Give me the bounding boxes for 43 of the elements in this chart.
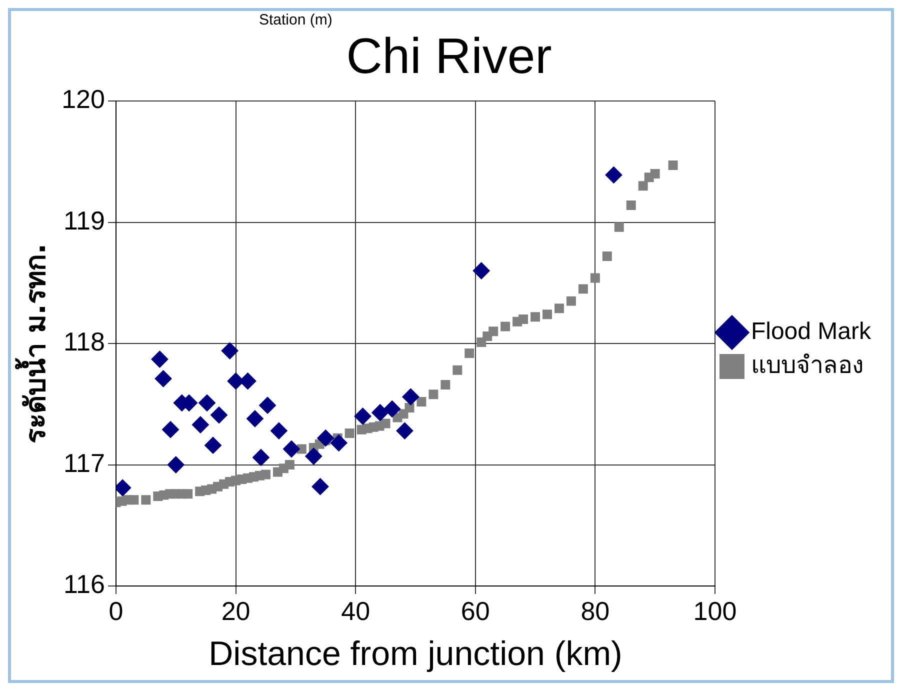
y-tick-label: 118 — [64, 326, 105, 357]
point — [210, 406, 228, 424]
y-tick-label: 116 — [64, 569, 105, 600]
point — [116, 479, 132, 496]
point — [192, 416, 209, 434]
y-tick-label: 117 — [64, 448, 105, 478]
y-axis-title: ระดับน้ำ ม.รทก. — [14, 243, 52, 444]
point — [221, 342, 238, 360]
point — [402, 388, 420, 406]
point — [252, 448, 270, 466]
point — [270, 422, 288, 440]
point — [259, 396, 276, 414]
point — [167, 456, 184, 474]
point — [305, 448, 322, 465]
x-tick-label: 100 — [693, 596, 737, 626]
point — [472, 262, 490, 280]
point — [154, 370, 172, 388]
x-axis-title: Distance from junction (km) — [208, 634, 622, 673]
point — [162, 421, 179, 438]
point — [354, 408, 372, 425]
point — [198, 394, 216, 412]
x-tick-label: 60 — [460, 596, 490, 626]
y-tick-label: 119 — [64, 205, 105, 236]
text: Station (m) — [259, 12, 332, 29]
point — [396, 422, 414, 440]
chart-title: Chi River — [346, 28, 552, 84]
y-tick-label: 120 — [62, 84, 105, 114]
point — [312, 478, 329, 496]
point — [246, 410, 264, 428]
point — [151, 350, 168, 368]
x-tick-label: 20 — [221, 596, 250, 626]
point — [372, 404, 389, 422]
x-tick-label: 0 — [108, 596, 124, 626]
x-tick-label: 40 — [341, 596, 370, 626]
point — [330, 434, 348, 452]
point — [605, 166, 622, 184]
legend-label: แบบจำลอง — [750, 352, 864, 380]
point — [282, 440, 300, 458]
point — [317, 430, 334, 447]
x-tick-label: 80 — [580, 596, 610, 626]
legend-label: Flood Mark — [750, 318, 872, 346]
point — [204, 436, 222, 454]
point — [384, 400, 401, 418]
